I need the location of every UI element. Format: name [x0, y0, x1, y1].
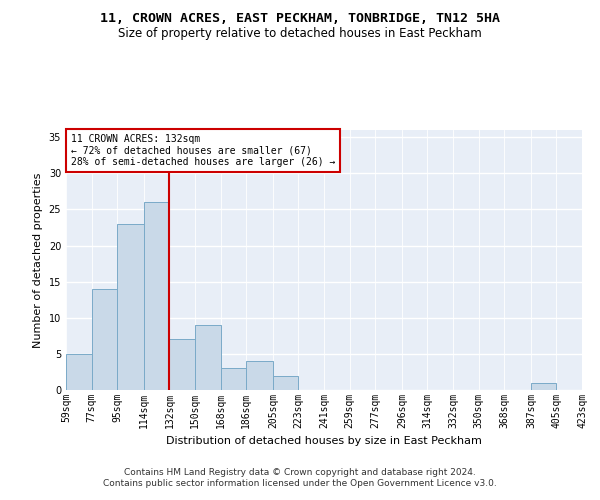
Bar	[117, 224, 144, 390]
Y-axis label: Number of detached properties: Number of detached properties	[33, 172, 43, 348]
Text: 11, CROWN ACRES, EAST PECKHAM, TONBRIDGE, TN12 5HA: 11, CROWN ACRES, EAST PECKHAM, TONBRIDGE…	[100, 12, 500, 26]
X-axis label: Distribution of detached houses by size in East Peckham: Distribution of detached houses by size …	[166, 436, 482, 446]
Bar	[531, 383, 556, 390]
Bar	[246, 361, 273, 390]
Text: Contains HM Land Registry data © Crown copyright and database right 2024.
Contai: Contains HM Land Registry data © Crown c…	[103, 468, 497, 487]
Text: Size of property relative to detached houses in East Peckham: Size of property relative to detached ho…	[118, 28, 482, 40]
Bar	[169, 340, 195, 390]
Bar	[92, 289, 117, 390]
Bar	[66, 354, 92, 390]
Text: 11 CROWN ACRES: 132sqm
← 72% of detached houses are smaller (67)
28% of semi-det: 11 CROWN ACRES: 132sqm ← 72% of detached…	[71, 134, 335, 167]
Bar	[273, 376, 298, 390]
Bar	[195, 325, 221, 390]
Bar	[221, 368, 246, 390]
Bar	[144, 202, 169, 390]
